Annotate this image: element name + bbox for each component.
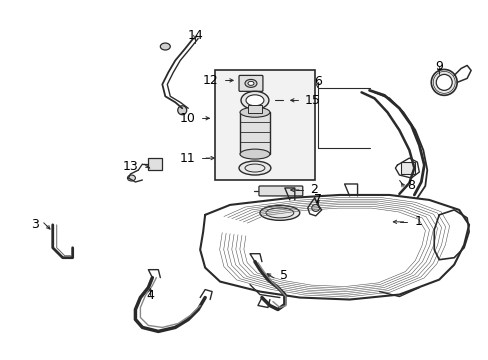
- Ellipse shape: [245, 95, 264, 106]
- Text: 2: 2: [309, 184, 317, 197]
- Bar: [240, 112, 269, 154]
- Text: 7: 7: [313, 193, 321, 206]
- Text: 9: 9: [434, 60, 442, 73]
- Ellipse shape: [160, 43, 170, 50]
- Ellipse shape: [244, 80, 256, 87]
- Ellipse shape: [260, 206, 299, 220]
- Ellipse shape: [435, 75, 451, 90]
- Bar: [247, 105, 262, 113]
- Ellipse shape: [127, 175, 135, 181]
- Ellipse shape: [241, 91, 268, 109]
- Ellipse shape: [430, 69, 456, 95]
- FancyBboxPatch shape: [239, 75, 263, 91]
- Text: 8: 8: [407, 179, 414, 192]
- Text: 5: 5: [279, 269, 287, 282]
- Bar: [215, 71, 314, 180]
- Ellipse shape: [240, 149, 269, 159]
- Text: 6: 6: [313, 75, 321, 89]
- Ellipse shape: [178, 106, 186, 115]
- Ellipse shape: [240, 107, 269, 117]
- Text: 3: 3: [31, 218, 39, 231]
- Text: 12: 12: [202, 74, 218, 87]
- Ellipse shape: [239, 161, 270, 175]
- Text: 1: 1: [413, 215, 421, 228]
- Text: 11: 11: [179, 152, 195, 165]
- Ellipse shape: [311, 204, 319, 211]
- Bar: [401, 162, 414, 174]
- Text: 14: 14: [187, 28, 203, 42]
- Text: 4: 4: [146, 288, 154, 302]
- Text: 13: 13: [122, 160, 138, 173]
- Text: 10: 10: [179, 112, 195, 125]
- Text: 15: 15: [304, 94, 320, 107]
- FancyBboxPatch shape: [259, 186, 302, 196]
- Bar: [148, 158, 162, 170]
- Ellipse shape: [247, 81, 253, 85]
